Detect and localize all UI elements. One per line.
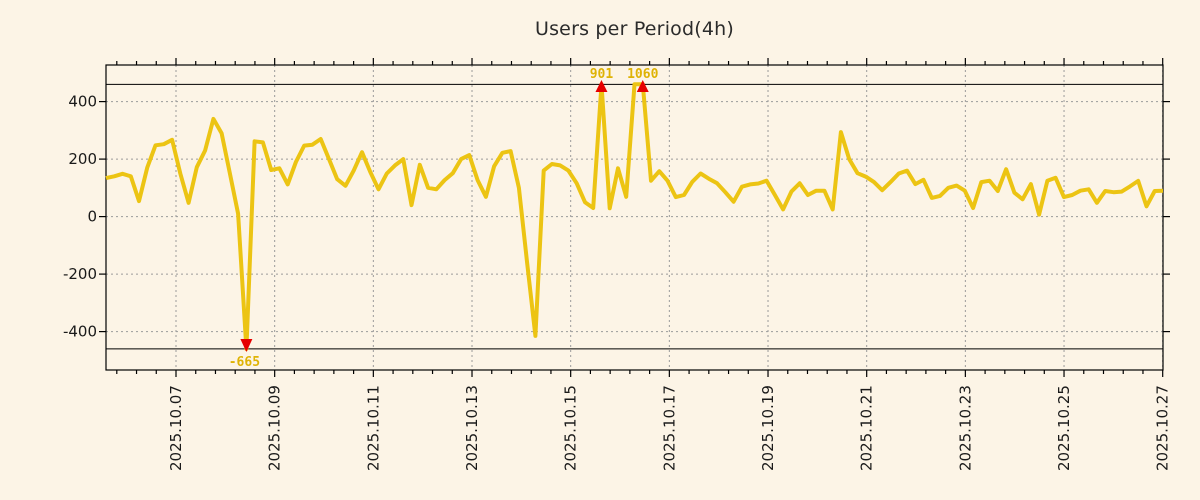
annotation-arrow-up [595, 80, 608, 92]
y-tick-label: -400 [63, 323, 97, 341]
x-tick-label: 2025.10.27 [1154, 385, 1172, 471]
x-tick-label: 2025.10.15 [562, 385, 580, 471]
y-tick-label: 400 [68, 93, 97, 111]
chart-title: Users per Period(4h) [534, 18, 735, 40]
series-line [105, 82, 1164, 351]
y-tick-label: 200 [68, 150, 97, 168]
annotation-label: 901 [590, 67, 614, 82]
y-tick-label: 0 [87, 208, 97, 226]
x-tick-label: 2025.10.23 [956, 385, 974, 471]
x-tick-label: 2025.10.21 [858, 385, 876, 471]
x-tick-label: 2025.10.17 [660, 385, 678, 471]
y-tick-label: -200 [63, 265, 97, 283]
x-tick-label: 2025.10.25 [1055, 385, 1073, 471]
x-tick-label: 2025.10.07 [167, 385, 185, 471]
x-tick-label: 2025.10.11 [364, 385, 382, 471]
annotation-label: 1060 [627, 67, 658, 82]
annotation-arrow-down [240, 339, 253, 352]
annotation-arrow-up [636, 80, 649, 92]
plot-border [105, 64, 1164, 371]
annotation-label: -665 [229, 355, 260, 370]
x-tick-label: 2025.10.09 [266, 385, 284, 471]
x-tick-label: 2025.10.13 [463, 385, 481, 471]
x-tick-label: 2025.10.19 [759, 385, 777, 471]
